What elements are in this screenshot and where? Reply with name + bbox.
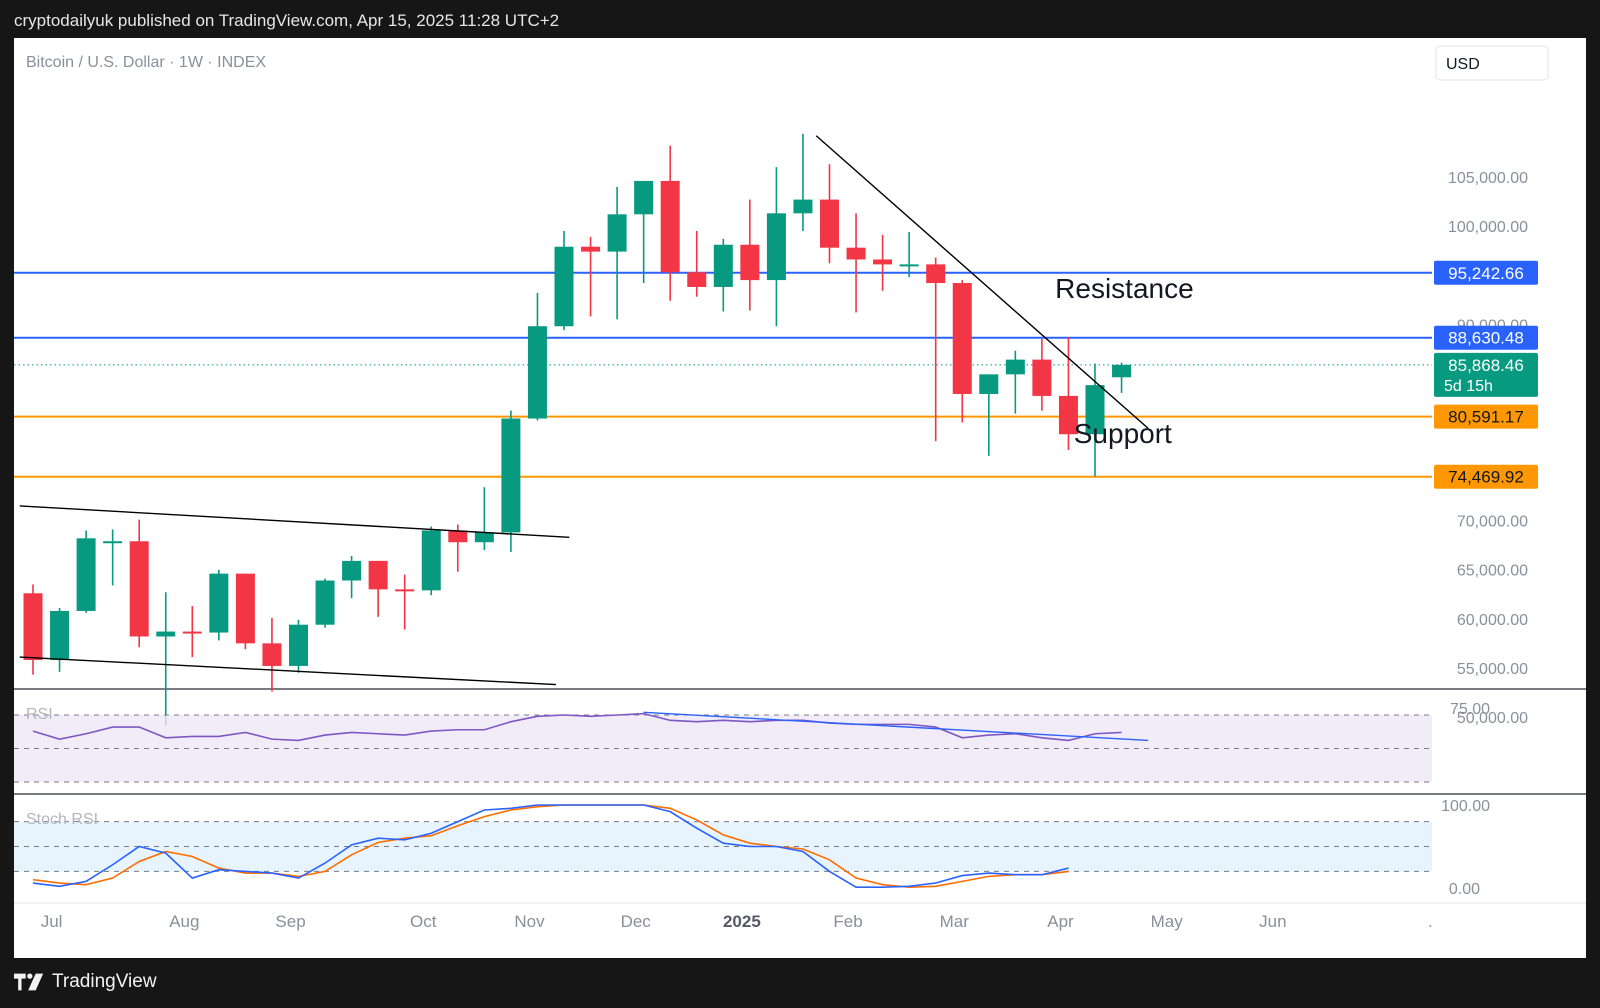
price-badge-label: 88,630.48 xyxy=(1448,329,1524,348)
price-badge-label: 80,591.17 xyxy=(1448,408,1524,427)
rsi-trendline[interactable] xyxy=(643,711,1149,742)
stoch-k-line[interactable] xyxy=(32,804,1069,888)
candle-body[interactable] xyxy=(527,326,547,419)
candle-body[interactable] xyxy=(846,247,866,260)
candle-body[interactable] xyxy=(660,180,680,273)
x-tick-label: Mar xyxy=(940,912,970,931)
candle-body[interactable] xyxy=(1032,359,1052,396)
x-tick-label: Jul xyxy=(41,912,63,931)
x-tick-label: Dec xyxy=(621,912,652,931)
candle-body[interactable] xyxy=(395,589,415,592)
y-tick-label: 70,000.00 xyxy=(1457,514,1528,531)
candle-body[interactable] xyxy=(262,643,282,666)
y-tick-label: 50,000.00 xyxy=(1457,710,1528,727)
y-tick-label: 65,000.00 xyxy=(1457,563,1528,580)
candle-body[interactable] xyxy=(368,560,388,590)
annotation-resistance: Resistance xyxy=(1055,273,1194,304)
x-tick-label: Oct xyxy=(410,912,437,931)
chart-title: Bitcoin / U.S. Dollar · 1W · INDEX xyxy=(26,54,266,71)
candle-body[interactable] xyxy=(129,541,149,637)
btc-weekly-chart[interactable]: RSI 75.00 Stoch RSI 100.00 0.00 105,000.00 10… xyxy=(14,38,1586,958)
stoch-label: Stoch RSI xyxy=(26,811,98,828)
x-tick-label: Nov xyxy=(514,912,545,931)
price-badge-label: 95,242.66 xyxy=(1448,264,1524,283)
trendline[interactable] xyxy=(815,135,1149,429)
y-tick-label: 60,000.00 xyxy=(1457,612,1528,629)
candle-body[interactable] xyxy=(23,593,43,661)
chart-background xyxy=(14,38,1586,958)
candle-body[interactable] xyxy=(766,213,786,281)
y-tick-label: 100,000.00 xyxy=(1448,219,1528,236)
candle-body[interactable] xyxy=(156,631,176,637)
candle-body[interactable] xyxy=(899,264,919,267)
candle-body[interactable] xyxy=(820,199,839,248)
candle-body[interactable] xyxy=(554,246,574,327)
rsi-label: RSI xyxy=(26,706,53,723)
candle-body[interactable] xyxy=(634,180,654,215)
candle-body[interactable] xyxy=(926,264,946,284)
candle-body[interactable] xyxy=(952,283,972,394)
candle-body[interactable] xyxy=(607,214,627,252)
candle-body[interactable] xyxy=(713,244,733,287)
y-tick-label: 105,000.00 xyxy=(1448,170,1528,187)
trendline[interactable] xyxy=(19,656,557,686)
tradingview-logo-icon xyxy=(14,973,44,991)
candle-body[interactable] xyxy=(50,610,70,661)
price-badge xyxy=(1434,325,1538,350)
candle-body[interactable] xyxy=(421,530,441,591)
currency-label: USD xyxy=(1446,56,1480,73)
candle-body[interactable] xyxy=(793,199,813,214)
price-badge-label: 74,469.92 xyxy=(1448,468,1524,487)
last-price-label: 85,868.46 xyxy=(1448,356,1524,375)
candle-body[interactable] xyxy=(1005,359,1025,375)
price-badge xyxy=(1434,404,1538,429)
countdown-label: 5d 15h xyxy=(1444,378,1493,395)
candle-body[interactable] xyxy=(103,541,123,544)
candle-body[interactable] xyxy=(501,418,521,533)
candle-body[interactable] xyxy=(76,538,96,611)
publication-info: cryptodailyuk published on TradingView.c… xyxy=(14,11,560,30)
candle-body[interactable] xyxy=(448,530,468,543)
annotation-support: Support xyxy=(1074,418,1172,449)
candle-body[interactable] xyxy=(342,560,362,581)
x-tick-label: Sep xyxy=(275,912,305,931)
last-price-badge xyxy=(1434,352,1538,397)
candle-body[interactable] xyxy=(1058,395,1078,435)
trendline[interactable] xyxy=(19,505,570,539)
footer-brand-name: TradingView xyxy=(52,971,157,992)
chart-frame[interactable]: RSI 75.00 Stoch RSI 100.00 0.00 105,000.00 10… xyxy=(14,38,1586,958)
candle-body[interactable] xyxy=(581,246,601,252)
price-badge xyxy=(1434,464,1538,489)
y-tick-label: 55,000.00 xyxy=(1457,661,1528,678)
candle-body[interactable] xyxy=(209,573,229,633)
candle-body[interactable] xyxy=(1112,364,1132,378)
candle-body[interactable] xyxy=(979,374,999,394)
x-axis-end-dot: . xyxy=(1428,912,1433,931)
rsi-tick: 75.00 xyxy=(1450,701,1490,718)
price-badge xyxy=(1434,260,1538,285)
stoch-tick: 0.00 xyxy=(1449,881,1480,898)
x-tick-label: Feb xyxy=(833,912,862,931)
x-tick-label: Jun xyxy=(1259,912,1286,931)
candle-body[interactable] xyxy=(289,624,308,666)
stoch-tick: 100.00 xyxy=(1441,798,1490,815)
currency-button[interactable] xyxy=(1435,45,1549,81)
candle-body[interactable] xyxy=(182,631,202,634)
candle-body[interactable] xyxy=(315,580,335,625)
candle-body[interactable] xyxy=(1085,385,1105,435)
candle-body[interactable] xyxy=(740,244,760,281)
footer-brand[interactable]: TradingView xyxy=(14,962,157,1002)
x-tick-label: Aug xyxy=(169,912,199,931)
candle-body[interactable] xyxy=(687,272,707,287)
x-tick-label: 2025 xyxy=(723,912,761,931)
stoch-d-line[interactable] xyxy=(32,804,1069,888)
x-tick-label: May xyxy=(1151,912,1184,931)
x-tick-label: Apr xyxy=(1047,912,1074,931)
candle-body[interactable] xyxy=(235,573,255,644)
candle-body[interactable] xyxy=(873,259,893,265)
candle-body[interactable] xyxy=(474,532,494,543)
